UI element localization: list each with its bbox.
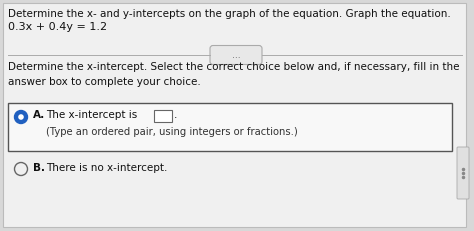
Circle shape <box>18 114 24 120</box>
Text: .: . <box>174 110 177 120</box>
FancyBboxPatch shape <box>154 110 172 122</box>
Text: Determine the x-intercept. Select the correct choice below and, if necessary, fi: Determine the x-intercept. Select the co… <box>8 62 459 87</box>
Text: ...: ... <box>232 51 240 60</box>
Text: A.: A. <box>33 110 45 120</box>
Text: The x-intercept is: The x-intercept is <box>46 110 137 120</box>
FancyBboxPatch shape <box>3 3 466 227</box>
Circle shape <box>15 162 27 176</box>
Circle shape <box>15 110 27 124</box>
Text: 0.3x + 0.4y = 1.2: 0.3x + 0.4y = 1.2 <box>8 22 107 32</box>
FancyBboxPatch shape <box>210 46 262 64</box>
FancyBboxPatch shape <box>457 147 469 199</box>
Text: (Type an ordered pair, using integers or fractions.): (Type an ordered pair, using integers or… <box>46 127 298 137</box>
Text: B.: B. <box>33 163 45 173</box>
Text: Determine the x- and y-intercepts on the graph of the equation. Graph the equati: Determine the x- and y-intercepts on the… <box>8 9 451 19</box>
Text: There is no x-intercept.: There is no x-intercept. <box>46 163 167 173</box>
FancyBboxPatch shape <box>8 103 452 151</box>
